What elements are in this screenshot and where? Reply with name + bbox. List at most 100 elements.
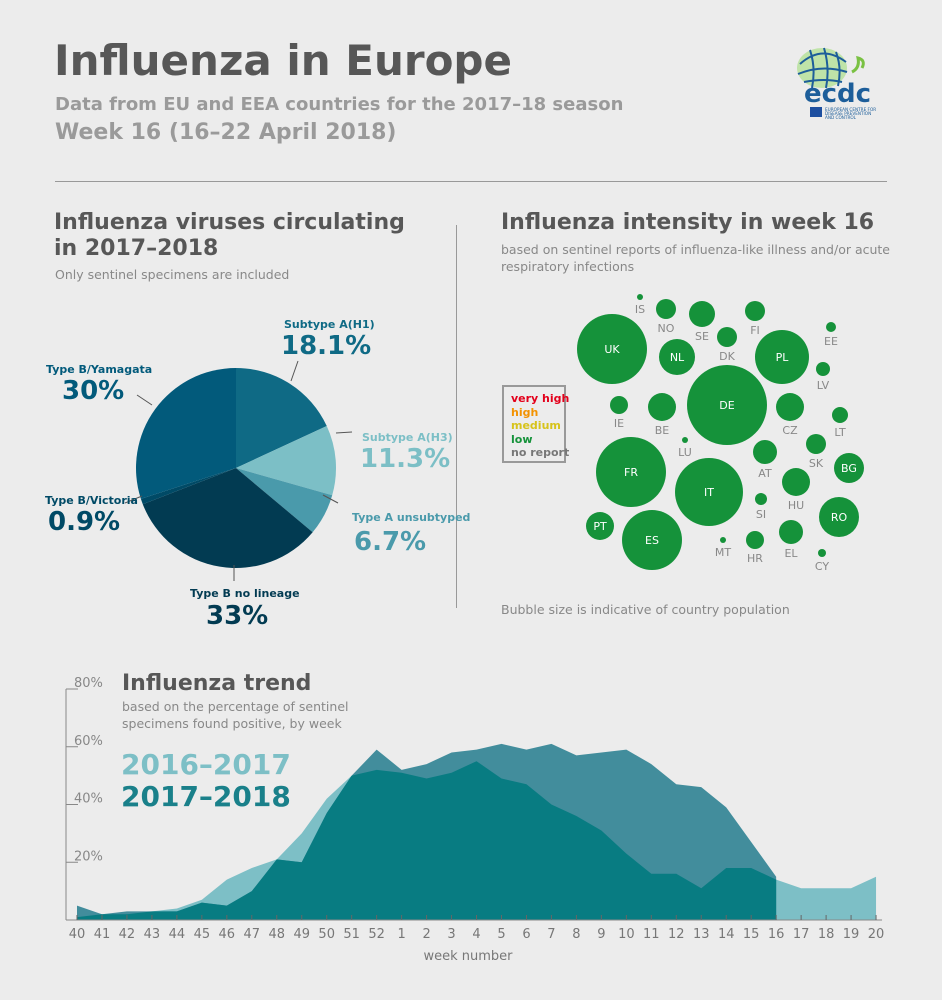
page-title: Influenza in Europe bbox=[54, 36, 512, 85]
x-tick-label: 41 bbox=[94, 927, 111, 942]
bubble-circle bbox=[687, 365, 767, 445]
trend-subtitle-line1: based on the percentage of sentinel bbox=[122, 699, 349, 714]
bubble-circle bbox=[755, 330, 809, 384]
pie-value-b-no-lineage: 33% bbox=[206, 601, 269, 631]
x-tick-label: 12 bbox=[668, 927, 685, 942]
pie-label-h3: Subtype A(H3) bbox=[362, 431, 453, 444]
country-label: RO bbox=[831, 511, 848, 524]
bubble-circle bbox=[826, 322, 836, 332]
x-tick-label: 16 bbox=[768, 927, 785, 942]
x-tick-label: 47 bbox=[244, 927, 261, 942]
country-bubble-se: SE bbox=[689, 301, 715, 343]
country-bubble-sk: SK bbox=[806, 434, 826, 470]
country-bubble-lu: LU bbox=[678, 437, 692, 459]
pie-slice-a-unsubtyped bbox=[236, 468, 333, 533]
intensity-legend: very high high medium low no report bbox=[502, 385, 570, 463]
country-bubble-pt: PT bbox=[586, 512, 614, 540]
x-tick-label: 46 bbox=[219, 927, 236, 942]
x-tick-label: 19 bbox=[843, 927, 860, 942]
country-bubble-lt: LT bbox=[832, 407, 848, 439]
ecdc-logo: ecdc EUROPEAN CENTRE FOR DISEASE PREVENT… bbox=[797, 47, 876, 120]
viruses-note: Only sentinel specimens are included bbox=[55, 267, 290, 282]
svg-text:ecdc: ecdc bbox=[804, 79, 871, 109]
bubble-circle bbox=[753, 440, 777, 464]
country-bubble-bg: BG bbox=[834, 453, 864, 483]
x-axis-label: week number bbox=[423, 949, 513, 964]
legend-high: high bbox=[511, 405, 539, 419]
pie-slice-b-victoria bbox=[140, 468, 236, 505]
bubble-circle bbox=[682, 437, 688, 443]
svg-text:AND CONTROL: AND CONTROL bbox=[825, 115, 857, 120]
country-bubble-mt: MT bbox=[715, 537, 731, 559]
country-label: IE bbox=[614, 417, 624, 430]
bubble-circle bbox=[656, 299, 676, 319]
trend-subtitle: based on the percentage of sentinel spec… bbox=[122, 698, 348, 732]
country-bubble-lv: LV bbox=[816, 362, 830, 392]
pie-label-h1: Subtype A(H1) bbox=[284, 318, 375, 331]
x-tick-label: 5 bbox=[497, 927, 505, 942]
country-bubble-nl: NL bbox=[659, 339, 695, 375]
country-label: CY bbox=[815, 560, 829, 573]
pie-label-b-yamagata: Type B/Yamagata bbox=[46, 363, 153, 376]
country-label: UK bbox=[604, 343, 620, 356]
country-bubble-be: BE bbox=[648, 393, 676, 437]
influenza-trend-chart: 20%40%60%80%40 41 42 43 44 45 46 47 48 49 50 51 52 1 2… bbox=[65, 676, 885, 964]
bubble-circle bbox=[596, 437, 666, 507]
x-tick-label: 14 bbox=[718, 927, 735, 942]
x-tick-label: 51 bbox=[343, 927, 360, 942]
x-tick-label: 17 bbox=[793, 927, 810, 942]
country-label: BG bbox=[841, 462, 857, 475]
country-label: DE bbox=[719, 399, 734, 412]
legend-no-report: no report bbox=[511, 446, 570, 459]
legend-very-high: very high bbox=[511, 392, 570, 405]
country-label: FR bbox=[624, 466, 638, 479]
y-tick-label: 20% bbox=[74, 849, 103, 864]
country-label: HU bbox=[788, 499, 804, 512]
x-tick-label: 7 bbox=[547, 927, 555, 942]
legend-medium: medium bbox=[511, 419, 561, 432]
x-tick-label: 20 bbox=[868, 927, 885, 942]
x-tick-label: 18 bbox=[818, 927, 835, 942]
pie-leader-b-victoria bbox=[124, 495, 143, 504]
country-label: NO bbox=[658, 322, 675, 335]
country-bubble-ie: IE bbox=[610, 396, 628, 430]
x-tick-label: 2 bbox=[422, 927, 430, 942]
x-tick-label: 11 bbox=[643, 927, 660, 942]
header-divider bbox=[55, 181, 887, 182]
country-label: FI bbox=[750, 324, 760, 337]
bubble-circle bbox=[717, 327, 737, 347]
bubble-circle bbox=[648, 393, 676, 421]
pie-leader-h1 bbox=[290, 360, 299, 382]
legend-low: low bbox=[511, 432, 533, 446]
pie-slice-b-yamagata bbox=[136, 368, 236, 499]
intensity-note: based on sentinel reports of influenza-l… bbox=[501, 241, 890, 275]
country-label: DK bbox=[719, 350, 735, 363]
bubble-circle bbox=[816, 362, 830, 376]
country-bubble-ee: EE bbox=[824, 322, 838, 348]
country-label: IT bbox=[704, 486, 714, 499]
country-bubble-ro: RO bbox=[819, 497, 859, 537]
country-bubble-dk: DK bbox=[717, 327, 737, 363]
pie-value-h3: 11.3% bbox=[360, 444, 451, 474]
viruses-title-line1: Influenza viruses circulating bbox=[54, 210, 405, 235]
country-bubble-fi: FI bbox=[745, 301, 765, 337]
trend-subtitle-line2: specimens found positive, by week bbox=[122, 716, 342, 731]
bubble-circle bbox=[806, 434, 826, 454]
x-tick-label: 10 bbox=[618, 927, 635, 942]
country-bubble-hu: HU bbox=[782, 468, 810, 512]
bubble-circle bbox=[659, 339, 695, 375]
country-label: SE bbox=[695, 330, 709, 343]
country-label: EE bbox=[824, 335, 838, 348]
pie-slice-h1 bbox=[236, 368, 327, 468]
trend-title: Influenza trend bbox=[122, 671, 312, 696]
pie-leader-a-unsubtyped bbox=[322, 494, 339, 504]
country-bubble-pl: PL bbox=[755, 330, 809, 384]
bubble-circle bbox=[689, 301, 715, 327]
viruses-title: Influenza viruses circulating in 2017–20… bbox=[54, 210, 405, 262]
country-bubble-fr: FR bbox=[596, 437, 666, 507]
viruses-title-line2: in 2017–2018 bbox=[54, 236, 219, 261]
x-tick-label: 9 bbox=[597, 927, 605, 942]
country-label: IS bbox=[635, 303, 645, 316]
country-label: LV bbox=[817, 379, 830, 392]
country-bubble-si: SI bbox=[755, 493, 767, 521]
